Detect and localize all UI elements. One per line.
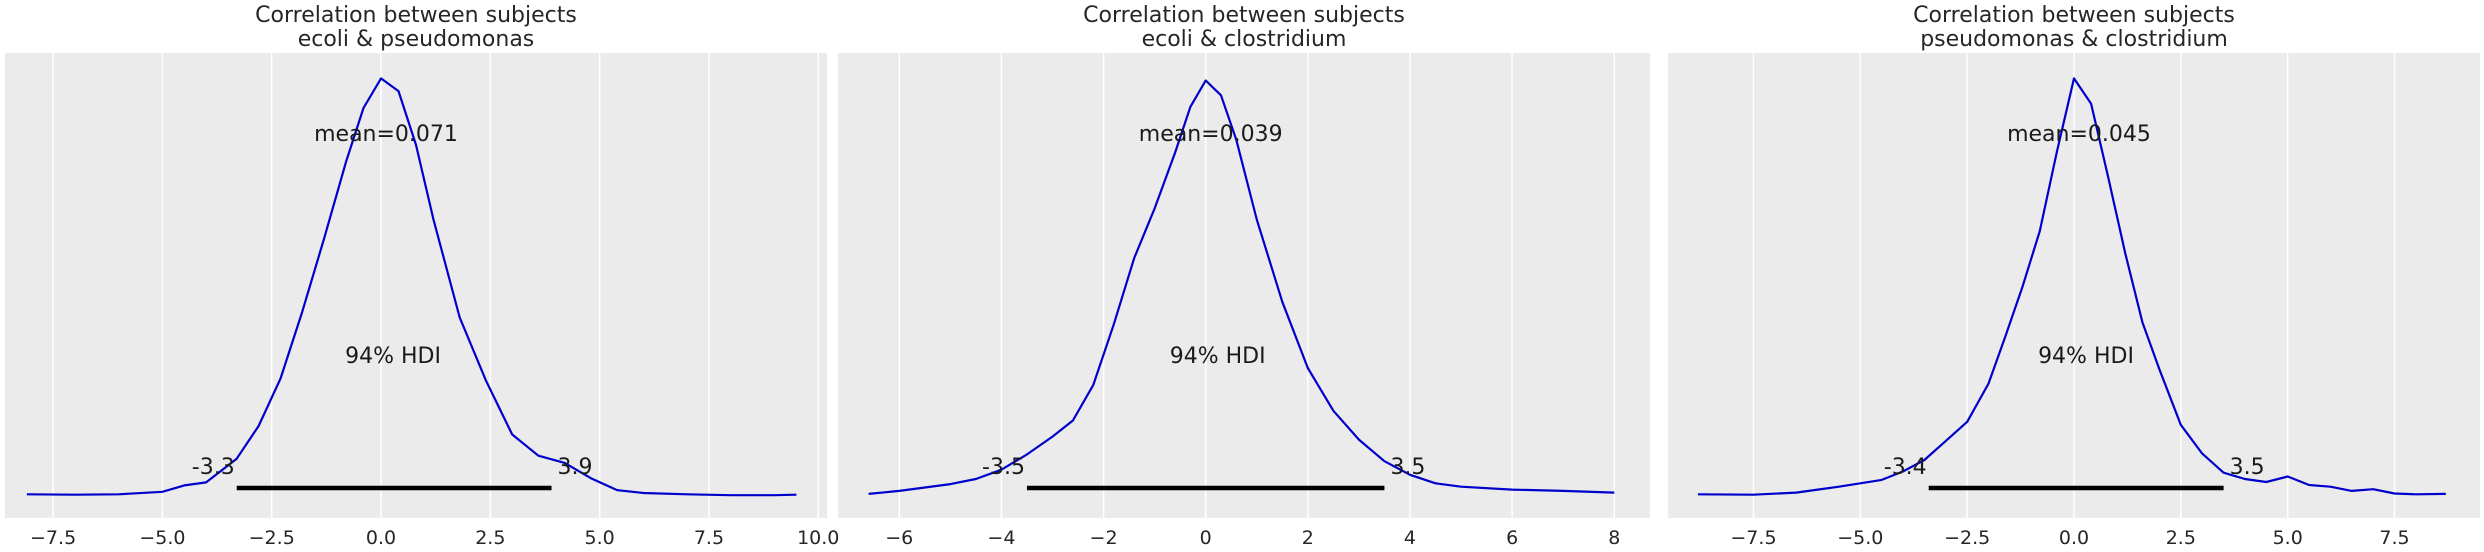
hdi-label: 94% HDI bbox=[2038, 344, 2134, 369]
x-tick-label: 2.5 bbox=[475, 527, 505, 549]
x-tick-label: 8 bbox=[1608, 527, 1620, 549]
mean-label: mean=0.045 bbox=[2007, 122, 2151, 147]
x-tick-label: 10.0 bbox=[797, 527, 839, 549]
x-tick-label: −4 bbox=[987, 527, 1015, 549]
x-tick-label: 0.0 bbox=[366, 527, 396, 549]
plot-background bbox=[5, 53, 827, 518]
hdi-high-label: 3.5 bbox=[2230, 455, 2265, 480]
x-tick-label: 0.0 bbox=[2059, 527, 2089, 549]
x-tick-label: −7.5 bbox=[30, 527, 76, 549]
x-tick-label: 7.5 bbox=[2379, 527, 2409, 549]
chart-title-line2: pseudomonas & clostridium bbox=[1920, 27, 2228, 52]
chart-panel-1: -3.3 3.9 mean=0.071 94% HDI Correlation betw… bbox=[5, 3, 839, 549]
hdi-high-label: 3.5 bbox=[1390, 455, 1425, 480]
chart-panel-3: -3.4 3.5 mean=0.045 94% HDI Correlation betw… bbox=[1668, 3, 2480, 549]
plot-background bbox=[838, 53, 1650, 518]
hdi-label: 94% HDI bbox=[1170, 344, 1266, 369]
mean-label: mean=0.039 bbox=[1139, 122, 1283, 147]
x-tick-label: 5.0 bbox=[2273, 527, 2303, 549]
x-tick-label: 4 bbox=[1404, 527, 1416, 549]
chart-title-line1: Correlation between subjects bbox=[1083, 3, 1405, 28]
x-tick-label: 6 bbox=[1506, 527, 1518, 549]
x-tick-label: −5.0 bbox=[1837, 527, 1883, 549]
x-tick-label: 2.5 bbox=[2166, 527, 2196, 549]
mean-label: mean=0.071 bbox=[314, 122, 458, 147]
chart-title-line2: ecoli & pseudomonas bbox=[298, 27, 535, 52]
x-tick-label: −5.0 bbox=[139, 527, 185, 549]
hdi-label: 94% HDI bbox=[345, 344, 441, 369]
x-tick-label: 7.5 bbox=[694, 527, 724, 549]
hdi-low-label: -3.3 bbox=[192, 455, 235, 480]
chart-title-line1: Correlation between subjects bbox=[1913, 3, 2235, 28]
chart-panel-2: -3.5 3.5 mean=0.039 94% HDI Correlation betw… bbox=[838, 3, 1650, 549]
chart-title-line1: Correlation between subjects bbox=[255, 3, 577, 28]
density-line bbox=[26, 77, 797, 497]
x-tick-label: −6 bbox=[885, 527, 913, 549]
chart-title-line2: ecoli & clostridium bbox=[1142, 27, 1347, 52]
density-line bbox=[1697, 77, 2446, 496]
hdi-low-label: -3.5 bbox=[982, 455, 1025, 480]
x-tick-label: −2.5 bbox=[1944, 527, 1990, 549]
x-tick-label: 2 bbox=[1302, 527, 1314, 549]
x-tick-label: −2 bbox=[1090, 527, 1118, 549]
x-tick-label: 0 bbox=[1200, 527, 1212, 549]
x-tick-label: 5.0 bbox=[585, 527, 615, 549]
density-line bbox=[868, 79, 1615, 495]
x-tick-label: −7.5 bbox=[1730, 527, 1776, 549]
hdi-high-label: 3.9 bbox=[558, 455, 593, 480]
hdi-low-label: -3.4 bbox=[1884, 455, 1927, 480]
x-tick-label: −2.5 bbox=[249, 527, 295, 549]
